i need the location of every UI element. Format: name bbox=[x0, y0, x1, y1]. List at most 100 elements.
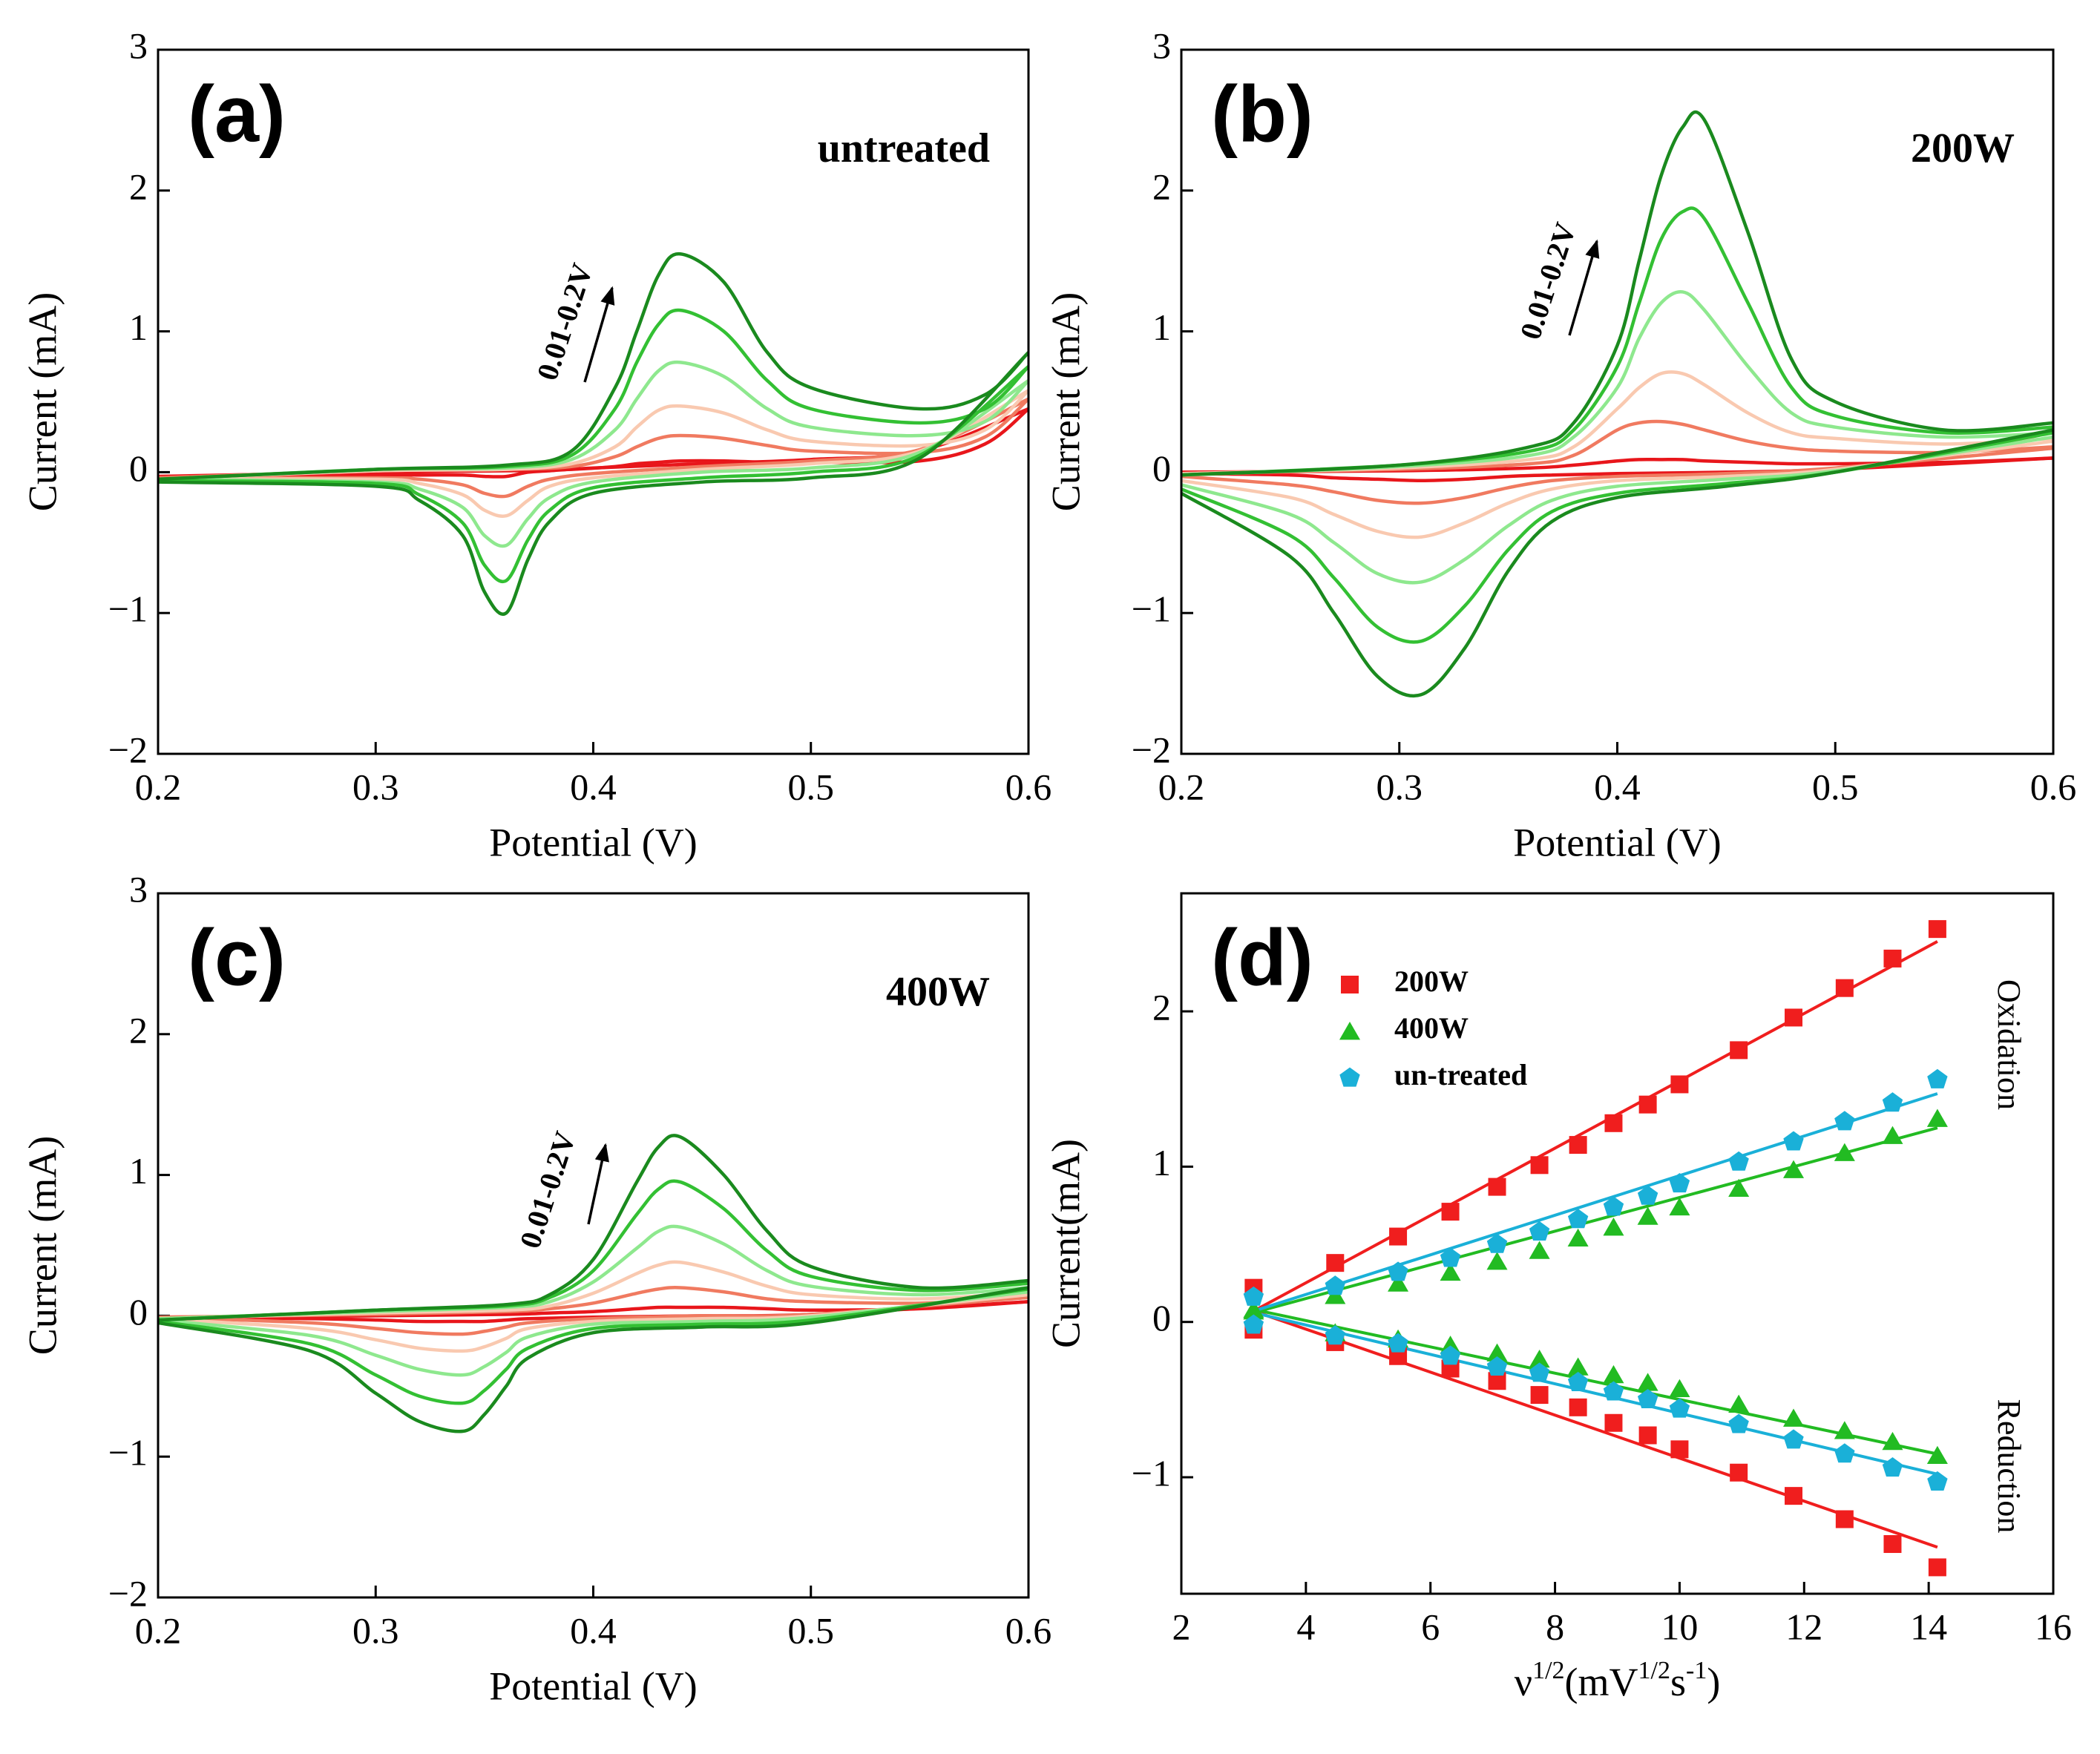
x-axis-label-part: (mV bbox=[1565, 1660, 1638, 1704]
marker-square bbox=[1638, 1095, 1657, 1114]
marker-square bbox=[1785, 1008, 1803, 1027]
marker-pentagon bbox=[1567, 1209, 1589, 1229]
marker-square bbox=[1730, 1041, 1748, 1060]
marker-triangle bbox=[1637, 1373, 1658, 1391]
marker-square bbox=[1785, 1487, 1803, 1505]
marker-triangle bbox=[1529, 1241, 1550, 1259]
fit-line bbox=[1253, 940, 1938, 1313]
marker-triangle bbox=[1567, 1228, 1589, 1247]
panel-annotation: untreated bbox=[818, 125, 990, 171]
marker-pentagon bbox=[1325, 1275, 1345, 1295]
panel: 0.2 0.3 0.4 0.5 0.6 −2 −1 0 1 2 3 Current (mA) Poten… bbox=[20, 24, 1051, 864]
marker-triangle bbox=[1486, 1252, 1508, 1270]
x-tick-label: 0.5 bbox=[788, 1609, 835, 1651]
x-tick-label: 0.5 bbox=[788, 766, 835, 807]
plot-frame bbox=[157, 48, 1030, 755]
x-tick-label: 0.3 bbox=[352, 766, 399, 807]
cv-curve bbox=[1181, 289, 2053, 477]
marker-triangle bbox=[1926, 1108, 1948, 1127]
panel-label: (d) bbox=[1211, 913, 1313, 1002]
panel-label: (a) bbox=[188, 69, 286, 159]
panel: 0.2 0.3 0.4 0.5 0.6 −2 −1 0 1 2 3 Current (mA) Poten… bbox=[1043, 24, 2076, 864]
marker-square bbox=[1530, 1386, 1549, 1405]
marker-pentagon bbox=[1339, 1067, 1360, 1087]
marker-pentagon bbox=[1603, 1196, 1624, 1216]
x-tick-label: 0.2 bbox=[135, 766, 182, 807]
marker-triangle bbox=[1834, 1143, 1855, 1161]
x-tick-label: 0.3 bbox=[1377, 766, 1423, 807]
cv-curve bbox=[158, 351, 1028, 617]
y-tick-label: −1 bbox=[108, 1432, 148, 1474]
x-axis-label-part: s bbox=[1670, 1660, 1686, 1704]
marker-pentagon bbox=[1783, 1131, 1804, 1151]
y-tick-label: 0 bbox=[129, 1291, 148, 1333]
x-tick-label: 6 bbox=[1421, 1606, 1440, 1647]
cv-curve bbox=[158, 1300, 1028, 1319]
arrow bbox=[1568, 239, 1600, 336]
marker-pentagon bbox=[1243, 1286, 1264, 1306]
x-axis-label: Potential (V) bbox=[1513, 820, 1721, 864]
marker-triangle bbox=[1529, 1349, 1550, 1368]
marker-pentagon bbox=[1486, 1356, 1508, 1376]
marker-pentagon bbox=[1529, 1362, 1550, 1382]
marker-pentagon bbox=[1927, 1471, 1948, 1491]
marker-square bbox=[1928, 920, 1946, 939]
side-annotation: Oxidation bbox=[1991, 979, 2027, 1110]
x-tick-label: 0.6 bbox=[2030, 766, 2077, 807]
plot-frame bbox=[1180, 892, 2055, 1595]
marker-triangle bbox=[1486, 1343, 1508, 1362]
y-tick-label: 0 bbox=[1152, 1297, 1171, 1339]
legend-label: un-treated bbox=[1394, 1058, 1527, 1091]
y-tick-label: 2 bbox=[1152, 165, 1171, 207]
marker-pentagon bbox=[1486, 1233, 1508, 1253]
panel-annotation: 200W bbox=[1911, 125, 2015, 171]
marker-pentagon bbox=[1529, 1221, 1550, 1241]
x-tick-label: 0.4 bbox=[1594, 766, 1641, 807]
marker-pentagon bbox=[1834, 1443, 1855, 1463]
y-tick-label: −1 bbox=[1132, 1452, 1171, 1494]
marker-pentagon bbox=[1567, 1371, 1589, 1391]
y-tick-label: 1 bbox=[129, 1150, 148, 1192]
x-axis-label: Potential (V) bbox=[489, 1663, 697, 1708]
y-tick-label: −1 bbox=[108, 588, 148, 630]
marker-square bbox=[1604, 1114, 1623, 1132]
y-tick-label: −2 bbox=[1132, 729, 1171, 770]
x-tick-label: 4 bbox=[1296, 1606, 1315, 1647]
y-tick-label: −2 bbox=[108, 1572, 148, 1614]
y-tick-label: 2 bbox=[129, 1009, 148, 1051]
marker-square bbox=[1835, 1510, 1854, 1528]
marker-square bbox=[1670, 1075, 1689, 1094]
marker-square bbox=[1569, 1136, 1587, 1154]
marker-triangle bbox=[1782, 1408, 1805, 1427]
marker-pentagon bbox=[1440, 1345, 1461, 1365]
cv-curve bbox=[1181, 456, 2053, 474]
y-tick-label: −2 bbox=[108, 729, 148, 770]
marker-triangle bbox=[1567, 1357, 1589, 1376]
marker-pentagon bbox=[1927, 1068, 1948, 1088]
arrow bbox=[583, 286, 615, 383]
x-axis-label: ν1/2(mV1/2s-1) bbox=[1515, 1657, 1721, 1704]
marker-square bbox=[1670, 1440, 1689, 1459]
y-tick-label: 3 bbox=[1152, 24, 1171, 66]
panel-label: (c) bbox=[188, 913, 286, 1002]
marker-square bbox=[1928, 1558, 1946, 1577]
cv-curve bbox=[158, 1292, 1028, 1353]
plot-area bbox=[158, 1134, 1028, 1433]
legend-label: 200W bbox=[1394, 965, 1469, 998]
marker-triangle bbox=[1834, 1421, 1855, 1439]
marker-triangle bbox=[1243, 1301, 1264, 1320]
legend-label: 400W bbox=[1394, 1011, 1469, 1045]
marker-pentagon bbox=[1637, 1185, 1658, 1205]
y-tick-label: 1 bbox=[129, 306, 148, 348]
y-axis-label: Current (mA) bbox=[20, 292, 65, 511]
panel-annotation: 400W bbox=[886, 969, 990, 1015]
marker-pentagon bbox=[1637, 1388, 1658, 1409]
marker-square bbox=[1326, 1254, 1345, 1272]
cv-curve bbox=[158, 252, 1028, 482]
marker-pentagon bbox=[1243, 1314, 1264, 1334]
fit-line bbox=[1253, 1126, 1938, 1315]
marker-square bbox=[1835, 979, 1854, 997]
side-annotation: Reduction bbox=[1991, 1399, 2027, 1534]
plot-area bbox=[158, 252, 1028, 617]
